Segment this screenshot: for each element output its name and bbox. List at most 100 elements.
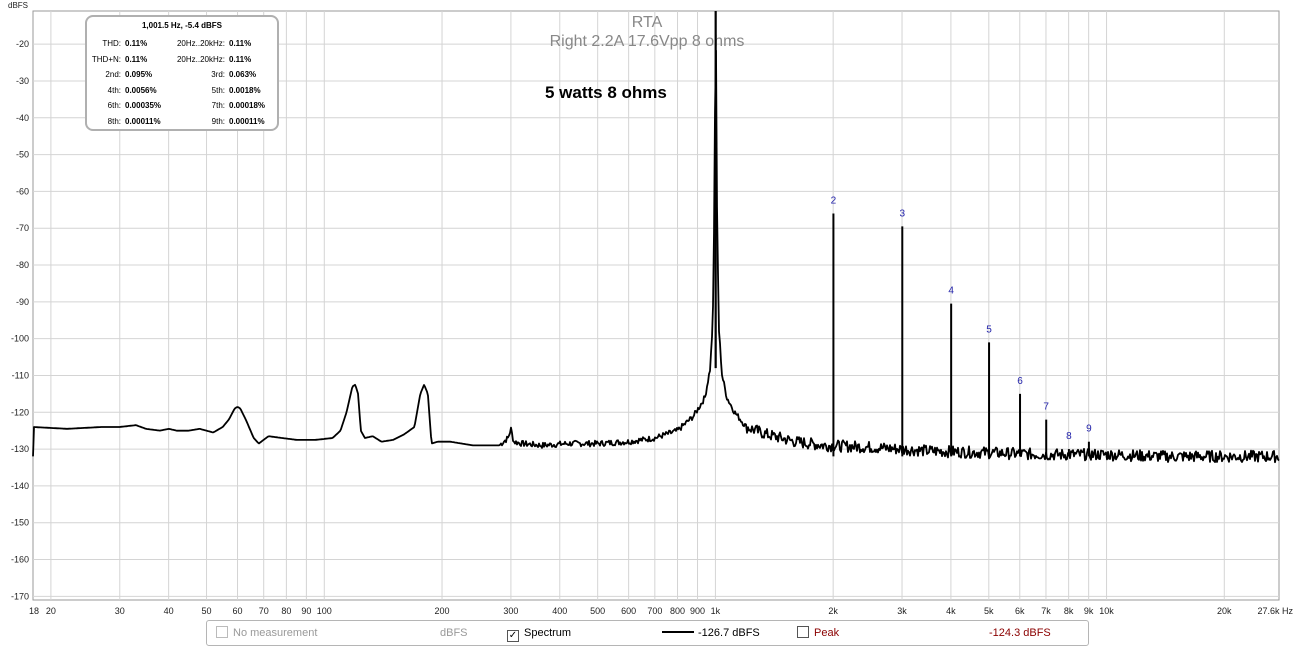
chart-subtitle: Right 2.2A 17.6Vpp 8 ohms (550, 33, 745, 50)
x-tick-label: 40 (164, 606, 174, 616)
y-tick-label: -160 (11, 555, 29, 565)
distortion-value: 0.11% (229, 39, 252, 48)
distortion-value: 0.0018% (229, 85, 261, 95)
x-tick-label: 300 (503, 606, 518, 616)
distortion-panel: 1,001.5 Hz, -5.4 dBFS THD: 0.11% 20Hz..20k… (85, 15, 279, 131)
peak-label: Peak (814, 627, 840, 639)
spectrum-label: Spectrum (524, 627, 572, 639)
distortion-value: 0.00011% (229, 116, 265, 126)
y-tick-label: -140 (11, 481, 29, 491)
x-tick-label: 10k (1099, 606, 1114, 616)
spectrum-item[interactable]: ✓ Spectrum (507, 626, 572, 642)
x-tick-label: 80 (281, 606, 291, 616)
x-tick-label: 9k (1084, 606, 1094, 616)
spectrum-line (32, 49, 1280, 464)
y-tick-label: -170 (11, 591, 29, 601)
distortion-label: 5th: (211, 85, 225, 95)
x-tick-label: 90 (301, 606, 311, 616)
x-tick-label: 1k (711, 606, 721, 616)
distortion-row: 8th: 0.00011% 9th: 0.00011% (87, 115, 275, 129)
y-tick-label: -30 (16, 76, 29, 86)
y-tick-label: -130 (11, 444, 29, 454)
x-tick-label: 6k (1015, 606, 1025, 616)
distortion-row: THD: 0.11% 20Hz..20kHz: 0.11% (87, 37, 275, 51)
chart-annotation: 5 watts 8 ohms (545, 83, 667, 102)
y-tick-label: -50 (16, 150, 29, 160)
peak-item[interactable]: Peak (797, 626, 839, 640)
spectrum-value: -126.7 dBFS (698, 627, 760, 639)
legend-bar: No measurement dBFS ✓ Spectrum -126.7 dBF… (206, 620, 1089, 646)
harmonic-label: 8 (1066, 431, 1072, 442)
axes: -20 -30 -40 -50 -60 -70 -80 -90 -100 -110 -120 -130… (11, 39, 1294, 616)
spectrum-value-item: -126.7 dBFS (662, 626, 760, 640)
x-tick-label: 7k (1041, 606, 1051, 616)
harmonic-label: 3 (900, 208, 906, 219)
distortion-label: 8th: (107, 116, 121, 126)
distortion-label: 2nd: (105, 70, 121, 79)
distortion-value: 0.063% (229, 70, 257, 79)
distortion-label: 6th: (107, 101, 121, 110)
x-tick-label: 70 (259, 606, 269, 616)
y-tick-label: -150 (11, 518, 29, 528)
y-tick-label: -40 (16, 113, 29, 123)
x-tick-label: 18 (29, 606, 39, 616)
distortion-row: THD+N: 0.11% 20Hz..20kHz: 0.11% (87, 53, 275, 67)
distortion-value: 0.0056% (125, 85, 157, 95)
y-tick-label: -60 (16, 186, 29, 196)
distortion-label: 9th: (211, 116, 225, 126)
distortion-value: 0.00011% (125, 116, 161, 126)
spectrum-series (32, 11, 1280, 464)
y-tick-label: -120 (11, 407, 29, 417)
harmonic-markers: 2 3 4 5 6 7 8 9 (831, 195, 1092, 457)
x-tick-label: 400 (552, 606, 567, 616)
peak-checkbox[interactable] (797, 626, 809, 638)
distortion-label: 4th: (107, 85, 121, 95)
harmonic-label: 7 (1043, 402, 1049, 413)
y-tick-label: -110 (12, 370, 29, 380)
no-measurement-checkbox[interactable] (216, 626, 228, 638)
distortion-label: THD+N: (91, 54, 121, 64)
distortion-row: 4th: 0.0056% 5th: 0.0018% (87, 84, 275, 98)
x-tick-label: 500 (590, 606, 605, 616)
y-tick-label: -80 (16, 260, 29, 270)
distortion-value: 0.00018% (229, 101, 266, 110)
chart-title: RTA (632, 14, 663, 31)
distortion-label: 3rd: (211, 70, 225, 79)
x-tick-label: 600 (621, 606, 636, 616)
peak-value: -124.3 dBFS (989, 627, 1051, 639)
distortion-label: THD: (102, 39, 121, 48)
distortion-row: 2nd: 0.095% 3rd: 0.063% (87, 68, 275, 82)
distortion-label: 7th: (211, 101, 225, 110)
distortion-row: 6th: 0.00035% 7th: 0.00018% (87, 99, 275, 113)
x-tick-label: 200 (435, 606, 450, 616)
distortion-value: 0.095% (125, 70, 153, 79)
x-tick-label: 900 (690, 606, 705, 616)
x-tick-label: 50 (202, 606, 212, 616)
y-unit-label: dBFS (8, 1, 28, 10)
distortion-label: 20Hz..20kHz: (176, 54, 225, 64)
x-tick-label: 700 (647, 606, 662, 616)
distortion-header: 1,001.5 Hz, -5.4 dBFS (141, 21, 223, 30)
x-tick-label: 5k (984, 606, 994, 616)
x-tick-label: 2k (828, 606, 838, 616)
x-tick-label: 100 (317, 606, 332, 616)
y-tick-label: -70 (16, 223, 29, 233)
distortion-value: 0.00035% (125, 101, 162, 110)
no-measurement-unit: dBFS (440, 627, 468, 639)
y-tick-label: -90 (16, 297, 29, 307)
x-tick-label: 20k (1217, 606, 1232, 616)
spectrum-line-swatch (662, 631, 694, 633)
x-tick-label: 4k (946, 606, 956, 616)
x-tick-label: 800 (670, 606, 685, 616)
distortion-label: 20Hz..20kHz: (176, 39, 225, 48)
y-tick-label: -100 (11, 334, 29, 344)
x-tick-label: 30 (115, 606, 125, 616)
distortion-value: 0.11% (229, 54, 252, 64)
spectrum-checkbox[interactable]: ✓ (507, 630, 519, 642)
harmonic-label: 5 (986, 324, 992, 335)
y-tick-label: -20 (16, 39, 29, 49)
harmonic-label: 9 (1086, 424, 1092, 435)
x-tick-label: 60 (233, 606, 243, 616)
no-measurement-item[interactable]: No measurement (216, 626, 317, 640)
